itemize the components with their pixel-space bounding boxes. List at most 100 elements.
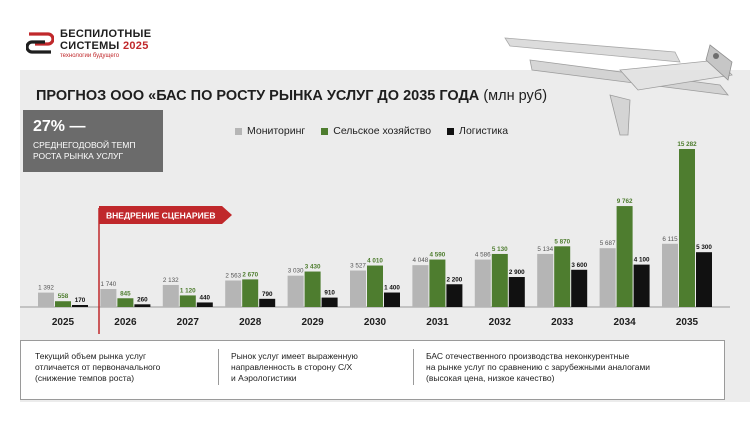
bar-logistics-2031	[446, 284, 463, 307]
data-label-monitoring-2025: 1 392	[38, 285, 54, 292]
bar-monitoring-2034	[599, 248, 616, 307]
note-2-line-1: Рынок услуг имеет выраженную	[231, 351, 358, 361]
logo-mark-icon	[26, 32, 54, 54]
bar-logistics-2035	[696, 252, 712, 307]
bar-agriculture-2027	[179, 295, 196, 307]
note-1-line-1: Текущий объем рынка услуг	[35, 351, 147, 361]
title-unit: (млн руб)	[483, 88, 548, 104]
bar-monitoring-2035	[662, 243, 678, 307]
header-bar: БЕСПИЛОТНЫЕ СИСТЕМЫ 2025 технологии буду…	[0, 0, 750, 70]
bar-logistics-2033	[571, 269, 588, 307]
data-label-agriculture-2035: 15 282	[677, 141, 697, 148]
bar-monitoring-2027	[162, 284, 179, 307]
legend-swatch-agriculture	[321, 127, 329, 135]
bar-agriculture-2030	[367, 265, 383, 307]
bar-logistics-2032	[508, 277, 525, 307]
data-label-monitoring-2031: 4 048	[413, 257, 429, 264]
note-1-line-2: отличается от первоначального	[35, 362, 161, 372]
x-tick-label-2029: 2029	[301, 317, 324, 328]
data-label-logistics-2034: 4 100	[634, 257, 650, 264]
data-label-agriculture-2031: 4 590	[430, 252, 446, 259]
bar-logistics-2034	[633, 264, 650, 307]
bar-monitoring-2028	[225, 280, 242, 307]
bar-agriculture-2028	[242, 279, 259, 307]
data-label-logistics-2035: 5 300	[696, 244, 712, 251]
legend-item-monitoring: Мониторинг	[235, 125, 305, 137]
x-tick-label-2033: 2033	[551, 317, 574, 328]
bar-monitoring-2032	[474, 259, 491, 307]
legend-label-monitoring: Мониторинг	[247, 125, 306, 137]
data-label-logistics-2032: 2 900	[509, 269, 525, 276]
x-tick-label-2035: 2035	[676, 317, 699, 328]
scenario-flag-shape	[99, 206, 232, 224]
x-tick-label-2025: 2025	[52, 317, 75, 328]
data-label-monitoring-2028: 2 563	[225, 273, 241, 280]
page-title: ПРОГНОЗ ООО «БАС ПО РОСТУ РЫНКА УСЛУГ ДО…	[36, 88, 547, 104]
x-tick-label-2027: 2027	[177, 317, 200, 328]
bar-logistics-2025	[72, 305, 88, 307]
data-label-agriculture-2029: 3 430	[305, 264, 321, 271]
data-label-agriculture-2033: 5 870	[554, 238, 570, 245]
data-label-monitoring-2027: 2 132	[163, 277, 179, 284]
bar-agriculture-2032	[491, 253, 508, 307]
drone-illustration-icon	[504, 37, 733, 136]
data-label-monitoring-2029: 3 030	[288, 268, 304, 275]
x-tick-label-2030: 2030	[364, 317, 387, 328]
bar-monitoring-2030	[350, 270, 366, 307]
bar-monitoring-2026	[100, 289, 117, 307]
bar-agriculture-2031	[429, 259, 446, 307]
x-tick-label-2026: 2026	[114, 317, 137, 328]
kpi-box: 27% — СРЕДНЕГОДОВОЙ ТЕМП РОСТА РЫНКА УСЛ…	[23, 110, 163, 172]
data-label-agriculture-2025: 558	[58, 293, 69, 300]
note-2-line-2: направленность в сторону С/Х	[231, 362, 353, 372]
chart-legend: Мониторинг Сельское хозяйство Логистика	[235, 125, 508, 137]
data-label-logistics-2027: 440	[200, 294, 211, 301]
note-1: Текущий объем рынка услуг отличается от …	[35, 351, 215, 384]
bar-logistics-2030	[384, 292, 400, 307]
legend-label-agriculture: Сельское хозяйство	[333, 125, 432, 137]
data-label-monitoring-2033: 5 134	[537, 246, 553, 253]
data-label-monitoring-2035: 6 115	[662, 236, 678, 243]
bar-agriculture-2025	[55, 301, 71, 307]
note-divider-1	[218, 349, 219, 385]
brand-year: 2025	[122, 40, 149, 52]
kpi-value: 27% —	[33, 118, 86, 135]
data-label-agriculture-2027: 1 120	[180, 287, 196, 294]
bar-logistics-2027	[196, 302, 213, 307]
data-label-agriculture-2026: 845	[120, 290, 131, 297]
bar-agriculture-2034	[616, 206, 633, 307]
note-3-line-2: на рынке услуг по сравнению с зарубежным…	[426, 362, 651, 372]
data-label-logistics-2026: 260	[137, 296, 148, 303]
legend-label-logistics: Логистика	[459, 125, 509, 137]
bar-agriculture-2026	[117, 298, 134, 307]
title-main: ПРОГНОЗ ООО «БАС ПО РОСТУ РЫНКА УСЛУГ ДО…	[36, 88, 480, 104]
bar-monitoring-2025	[38, 292, 54, 307]
data-label-agriculture-2032: 5 130	[492, 246, 508, 253]
brand-tagline: технологии будущего	[60, 53, 120, 59]
data-label-logistics-2028: 790	[262, 291, 273, 298]
kpi-caption-line2: РОСТА РЫНКА УСЛУГ	[33, 151, 124, 161]
data-label-monitoring-2026: 1 740	[101, 281, 117, 288]
x-tick-label-2028: 2028	[239, 317, 262, 328]
legend-swatch-monitoring	[235, 127, 242, 135]
bar-agriculture-2035	[679, 149, 695, 307]
bar-monitoring-2031	[412, 265, 429, 307]
data-label-agriculture-2034: 9 762	[617, 198, 633, 205]
notes-box: Текущий объем рынка услуг отличается от …	[20, 340, 725, 400]
data-label-logistics-2031: 2 200	[447, 276, 463, 283]
data-label-agriculture-2030: 4 010	[367, 258, 383, 265]
bar-monitoring-2033	[537, 253, 554, 307]
bar-logistics-2028	[259, 298, 276, 307]
legend-item-agriculture: Сельское хозяйство	[321, 125, 431, 137]
data-label-logistics-2033: 3 600	[571, 262, 587, 269]
note-3-line-3: (высокая цена, низкое качество)	[426, 373, 555, 383]
data-label-agriculture-2028: 2 670	[242, 271, 258, 278]
bar-logistics-2026	[134, 304, 151, 307]
brand-line1: БЕСПИЛОТНЫЕ	[60, 28, 152, 40]
data-label-monitoring-2032: 4 586	[475, 252, 491, 259]
legend-swatch-logistics	[447, 127, 455, 135]
brand-logo: БЕСПИЛОТНЫЕ СИСТЕМЫ 2025 технологии буду…	[26, 28, 181, 64]
note-divider-2	[413, 349, 414, 385]
data-label-monitoring-2030: 3 527	[350, 263, 366, 270]
